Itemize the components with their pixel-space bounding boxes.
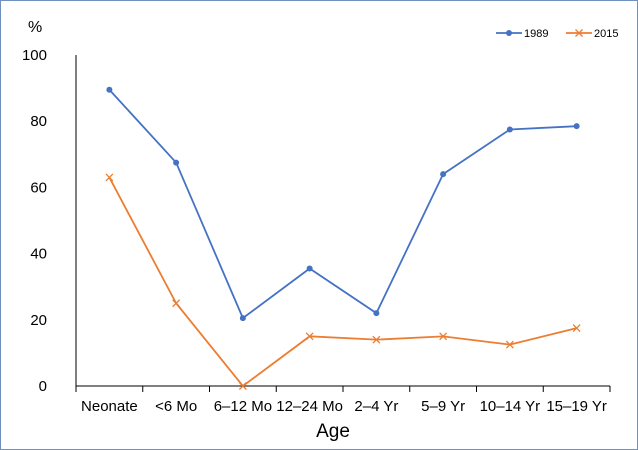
series-line-2015	[108, 177, 577, 388]
data-point-2015	[172, 299, 181, 308]
x-tick-marks	[75, 386, 611, 392]
data-point-2015	[439, 332, 448, 341]
y-tick-label: 40	[30, 246, 47, 263]
x-tick-label: 12–24 Mo	[276, 398, 343, 415]
x-tick-labels: Neonate <6 Mo 6–12 Mo 12–24 Mo 2–4 Yr 5–9 Yr 1…	[81, 398, 607, 415]
series-lines	[105, 86, 581, 390]
y-tick-label: 20	[30, 312, 47, 329]
y-tick-label: 80	[30, 113, 47, 130]
y-tick-labels: 0 20 40 60 80 100	[22, 47, 47, 395]
legend-label-2015: 2015	[594, 28, 618, 40]
data-point-1989	[573, 123, 580, 130]
data-point-1989	[239, 315, 246, 322]
data-point-1989	[173, 159, 180, 166]
data-point-2015	[372, 335, 381, 344]
y-tick-label: 0	[39, 378, 47, 395]
data-point-1989	[306, 265, 313, 272]
legend-marker-1989	[506, 30, 512, 36]
x-axis-label: Age	[316, 421, 350, 442]
legend: 1989 2015	[496, 28, 618, 40]
data-point-2015	[238, 382, 247, 390]
data-point-1989	[373, 310, 380, 317]
legend-item-2015: 2015	[566, 28, 618, 40]
series-line-1989	[108, 89, 577, 320]
data-point-2015	[105, 173, 114, 182]
legend-marker-2015	[575, 29, 583, 37]
data-point-2015	[572, 324, 581, 333]
y-axis-label: %	[28, 19, 42, 36]
y-tick-label: 60	[30, 179, 47, 196]
legend-item-1989: 1989	[496, 28, 548, 40]
data-point-1989	[506, 126, 513, 133]
x-tick-label: 6–12 Mo	[214, 398, 272, 415]
x-tick-label: 2–4 Yr	[354, 398, 398, 415]
x-tick-label: Neonate	[81, 398, 138, 415]
data-point-1989	[440, 171, 447, 178]
data-point-1989	[106, 86, 113, 93]
x-tick-label: 5–9 Yr	[421, 398, 465, 415]
data-point-2015	[305, 332, 314, 341]
y-tick-label: 100	[22, 47, 47, 64]
legend-label-1989: 1989	[524, 28, 548, 40]
x-tick-label: 10–14 Yr	[480, 398, 541, 415]
data-point-2015	[505, 340, 514, 349]
x-tick-label: <6 Mo	[155, 398, 197, 415]
x-tick-label: 15–19 Yr	[546, 398, 607, 415]
